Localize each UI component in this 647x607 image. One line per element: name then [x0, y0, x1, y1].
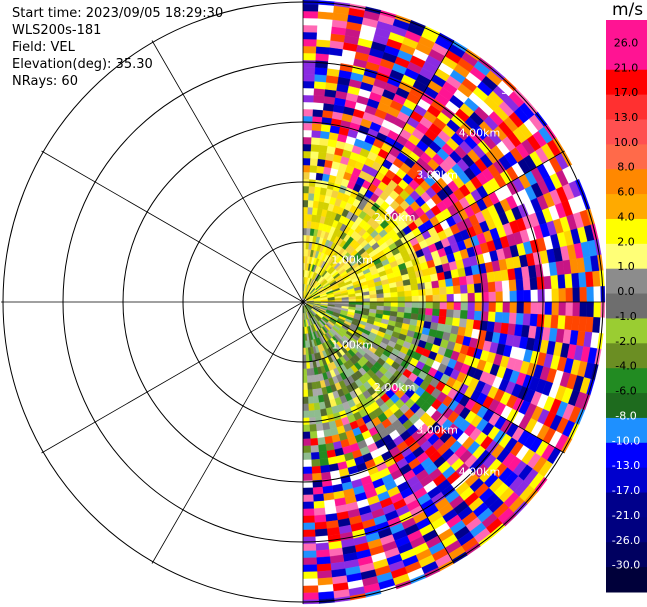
- colorbar-tick-label: -30.0: [612, 559, 640, 572]
- colorbar-tick-label: 8.0: [617, 161, 635, 174]
- nrays-label: NRays: 60: [12, 74, 78, 89]
- colorbar-segment: [606, 194, 647, 220]
- colorbar-segment: [606, 467, 647, 494]
- colorbar-tick-label: 13.0: [614, 111, 639, 124]
- colorbar-tick-label: 6.0: [617, 186, 635, 199]
- elevation-label: Elevation(deg): 35.30: [12, 57, 153, 72]
- colorbar-tick-label: 10.0: [614, 136, 639, 149]
- colorbar-segment: [606, 343, 647, 369]
- colorbar-unit: m/s: [612, 0, 644, 20]
- azimuth-spoke: [302, 40, 455, 303]
- colorbar-segment: [606, 69, 647, 96]
- range-label: 1.00km: [331, 338, 373, 351]
- range-label: 3.00km: [416, 169, 458, 182]
- colorbar-tick-label: 4.0: [617, 211, 635, 224]
- colorbar-tick-label: 2.0: [617, 235, 635, 248]
- range-label: 2.00km: [374, 381, 416, 394]
- site-label: WLS200s-181: [12, 23, 102, 38]
- range-label: 1.00km: [331, 254, 373, 267]
- colorbar-tick-label: -1.0: [615, 310, 636, 323]
- colorbar-tick-label: -13.0: [612, 459, 640, 472]
- colorbar-segment: [606, 44, 647, 71]
- colorbar-tick-label: 17.0: [614, 86, 639, 99]
- colorbar-segment: [606, 318, 647, 344]
- colorbar-segment: [606, 20, 647, 46]
- colorbar-tick-label: -17.0: [612, 484, 640, 497]
- velocity-colorbar: 26.0 21.0 17.0 13.0 10.0 8.0 6.0 4.0 2.0 1.0 0.0 -1…: [606, 20, 647, 593]
- colorbar-segment: [606, 368, 647, 394]
- colorbar-segment: [606, 442, 647, 469]
- field-label: Field: VEL: [12, 40, 75, 55]
- range-label: 4.00km: [459, 126, 501, 139]
- velocity-field: [302, 0, 606, 605]
- colorbar-segment: [606, 268, 647, 295]
- azimuth-spoke: [302, 301, 455, 564]
- azimuth-spoke: [41, 150, 304, 303]
- colorbar-segment: [606, 393, 647, 419]
- colorbar-tick-label: -6.0: [615, 385, 636, 398]
- azimuth-spoke: [302, 150, 565, 303]
- start-time-label: Start time: 2023/09/05 18:29:30: [12, 6, 224, 21]
- colorbar-tick-label: -4.0: [615, 360, 636, 373]
- colorbar-segment: [606, 94, 647, 120]
- range-labels: 1.00km 1.00km 2.00km 2.00km 3.00km 3.00km 4.00…: [331, 84, 511, 479]
- azimuth-spoke: [151, 301, 304, 564]
- range-label: 5.: [501, 84, 512, 97]
- colorbar-segment: [606, 119, 647, 145]
- colorbar-segment: [606, 567, 647, 593]
- colorbar-segment: [606, 293, 647, 319]
- colorbar-tick-label: -26.0: [612, 534, 640, 547]
- colorbar-segment: [606, 144, 647, 170]
- colorbar-segment: [606, 218, 647, 245]
- colorbar-segment: [606, 492, 647, 518]
- colorbar-tick-label: 1.0: [617, 260, 635, 273]
- colorbar-tick-label: -21.0: [612, 509, 640, 522]
- colorbar-segment: [606, 417, 647, 444]
- range-label: 2.00km: [374, 211, 416, 224]
- colorbar-tick-label: -8.0: [615, 409, 636, 422]
- colorbar-segment: [606, 169, 647, 195]
- colorbar-tick-label: 26.0: [614, 36, 639, 49]
- azimuth-spoke: [41, 301, 304, 454]
- colorbar-tick-label: 0.0: [617, 285, 635, 298]
- azimuth-spoke: [151, 40, 304, 303]
- range-label: 4.00km: [459, 466, 501, 479]
- colorbar-tick-label: -10.0: [612, 434, 640, 447]
- colorbar-segment: [606, 517, 647, 543]
- colorbar-segment: [606, 243, 647, 270]
- colorbar-segment: [606, 542, 647, 568]
- azimuth-spokes: [1, 0, 605, 604]
- colorbar-tick-label: 21.0: [614, 61, 639, 74]
- range-label: 3.00km: [416, 423, 458, 436]
- azimuth-spoke: [302, 301, 565, 454]
- colorbar-tick-label: -2.0: [615, 335, 636, 348]
